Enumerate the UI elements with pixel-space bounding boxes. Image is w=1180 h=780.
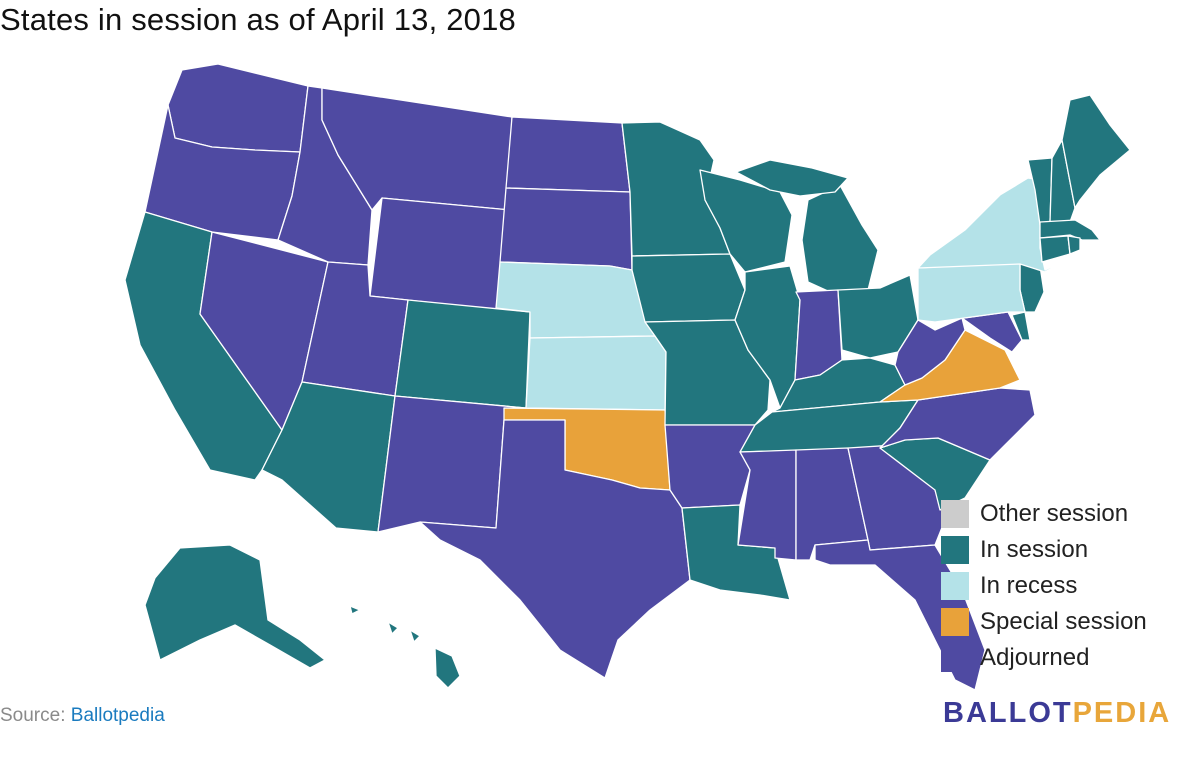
- state-la: [681, 504, 791, 601]
- legend-label: Special session: [980, 608, 1147, 635]
- state-co: [394, 299, 531, 409]
- legend-swatch-special: [941, 608, 969, 636]
- legend-swatch-other: [941, 500, 969, 528]
- legend-swatch-in-recess: [941, 572, 969, 600]
- state-tx: [419, 419, 691, 679]
- legend-item-other: Other session: [941, 496, 1147, 532]
- state-il: [734, 265, 801, 409]
- state-mi-up: [735, 159, 849, 197]
- state-wv: [894, 317, 966, 386]
- state-nc: [879, 387, 1036, 461]
- state-wy: [369, 197, 511, 311]
- state-nh: [1049, 139, 1076, 223]
- legend-label: In session: [980, 536, 1089, 563]
- ballotpedia-logo: BALLOTPEDIA: [943, 697, 1171, 730]
- legend-label: Adjourned: [980, 644, 1090, 671]
- legend-label: In recess: [980, 572, 1078, 599]
- state-pa: [917, 261, 1026, 323]
- legend-item-special: Special session: [941, 604, 1147, 640]
- state-de: [1011, 311, 1031, 341]
- state-ia: [631, 253, 746, 323]
- legend-item-in-recess: In recess: [941, 568, 1147, 604]
- state-ct: [1039, 235, 1071, 263]
- state-ak: [144, 544, 326, 669]
- state-hi: [349, 605, 461, 689]
- source-note: Source: Ballotpedia: [0, 705, 165, 727]
- state-wa: [167, 63, 309, 153]
- state-nd: [505, 116, 631, 193]
- legend-swatch-in-session: [941, 536, 969, 564]
- state-sd: [499, 187, 633, 271]
- legend-item-in-session: In session: [941, 532, 1147, 568]
- legend-swatch-adjourned: [941, 644, 969, 672]
- logo-part-ballot: BALLOT: [943, 697, 1073, 729]
- state-wi: [699, 169, 793, 273]
- map-title: States in session as of April 13, 2018: [0, 2, 516, 37]
- legend-item-adjourned: Adjourned: [941, 640, 1147, 676]
- legend-label: Other session: [980, 500, 1129, 527]
- source-link[interactable]: Ballotpedia: [70, 705, 165, 726]
- logo-part-pedia: PEDIA: [1072, 697, 1172, 729]
- state-me: [1061, 94, 1131, 209]
- source-label: Source:: [0, 705, 66, 726]
- legend: Other session In session In recess Speci…: [941, 496, 1147, 676]
- state-ar: [664, 424, 756, 509]
- state-mi: [801, 184, 879, 293]
- state-ri: [1067, 235, 1081, 255]
- state-ks: [525, 335, 667, 411]
